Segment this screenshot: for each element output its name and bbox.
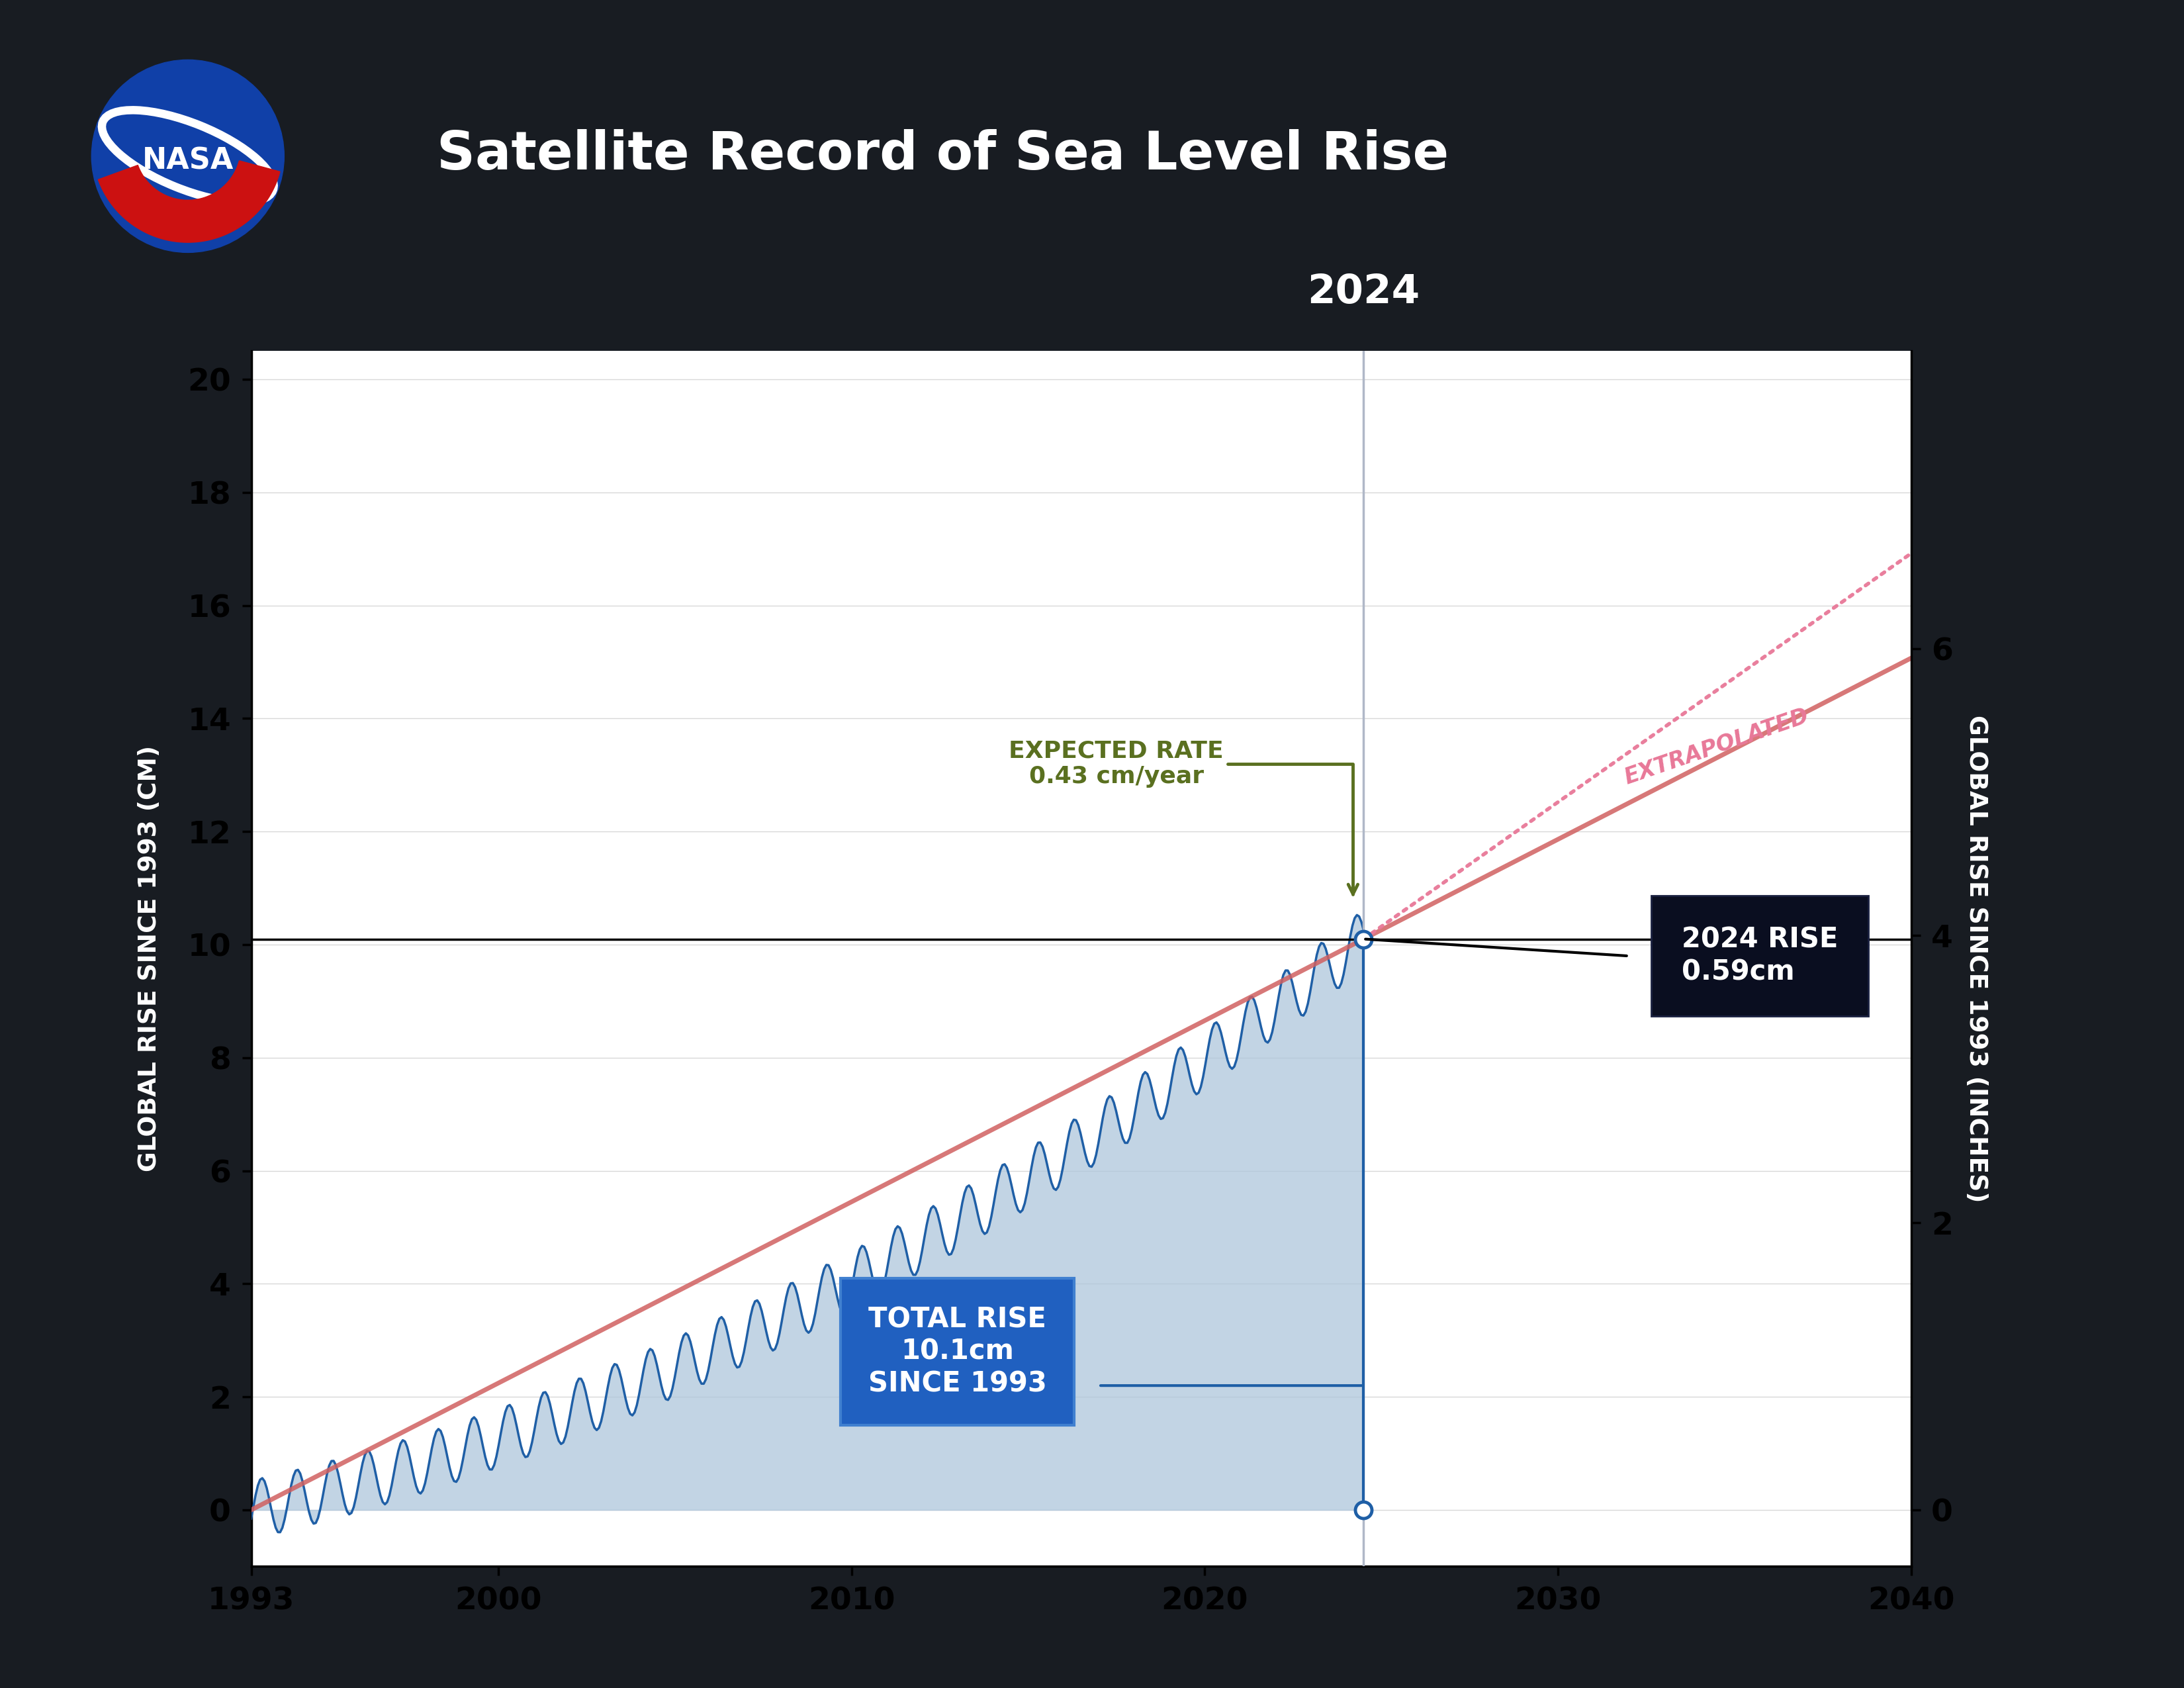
Text: 2024: 2024 (1308, 272, 1420, 312)
Y-axis label: GLOBAL RISE SINCE 1993 (CM): GLOBAL RISE SINCE 1993 (CM) (138, 746, 162, 1171)
Y-axis label: GLOBAL RISE SINCE 1993 (INCHES): GLOBAL RISE SINCE 1993 (INCHES) (1963, 716, 1987, 1202)
Text: TOTAL RISE
10.1cm
SINCE 1993: TOTAL RISE 10.1cm SINCE 1993 (869, 1305, 1046, 1398)
Text: EXPECTED RATE
0.43 cm/year: EXPECTED RATE 0.43 cm/year (1009, 739, 1358, 895)
Text: EXTRAPOLATED: EXTRAPOLATED (1621, 706, 1813, 788)
Polygon shape (98, 160, 280, 243)
Circle shape (92, 59, 284, 253)
Text: NASA: NASA (142, 147, 234, 176)
Text: Satellite Record of Sea Level Rise: Satellite Record of Sea Level Rise (437, 128, 1448, 181)
Text: 2024 RISE
0.59cm: 2024 RISE 0.59cm (1682, 927, 1839, 986)
